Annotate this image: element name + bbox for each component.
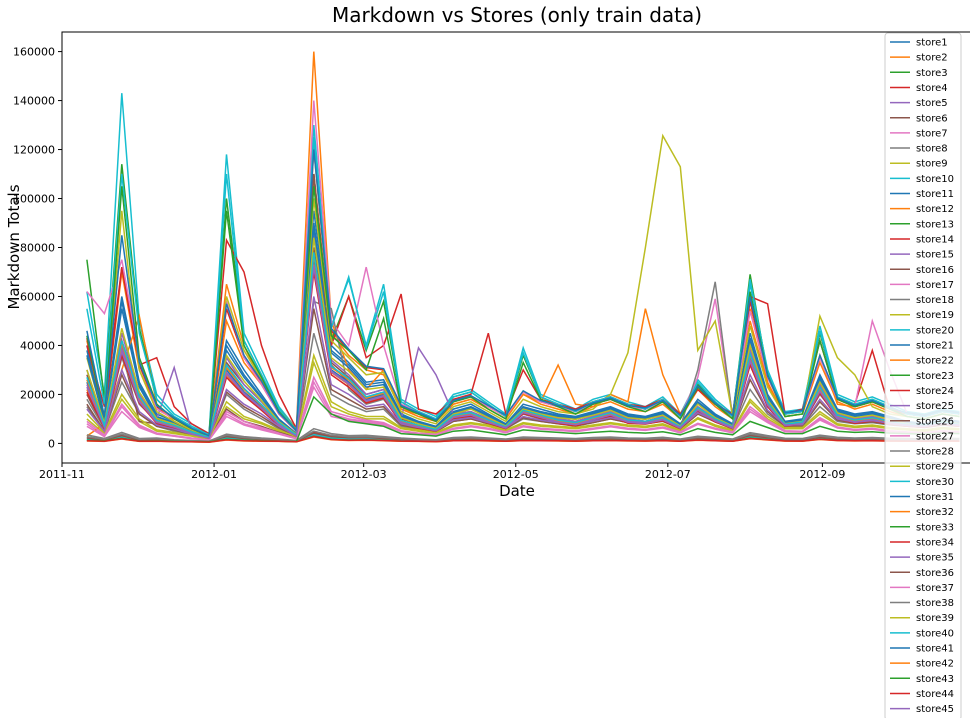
series-line-store39 (86, 237, 960, 438)
legend-entry-store14: store14 (916, 234, 954, 245)
y-tick-label: 160000 (13, 46, 55, 59)
legend-entry-store8: store8 (916, 144, 948, 155)
legend-entry-store39: store39 (916, 613, 954, 624)
legend-entry-store33: store33 (916, 522, 954, 533)
legend-entry-store44: store44 (916, 689, 954, 700)
legend-entry-store9: store9 (916, 159, 948, 170)
y-tick-label: 100000 (13, 193, 55, 206)
series-line-store45 (86, 296, 960, 440)
plot-lines (86, 51, 960, 443)
y-tick-label: 140000 (13, 95, 55, 108)
legend-entry-store12: store12 (916, 204, 954, 215)
legend-entry-store19: store19 (916, 310, 954, 321)
x-axis: 2011-11 2012-01 2012-03 2012-05 2012-07 2012-… (39, 463, 845, 481)
legend-entry-store29: store29 (916, 462, 954, 473)
legend-entry-store16: store16 (916, 265, 954, 276)
series-line-store20 (86, 137, 960, 436)
x-axis-label: Date (499, 482, 535, 500)
legend-entry-store45: store45 (916, 704, 954, 715)
legend-entry-store21: store21 (916, 341, 954, 352)
legend-entry-store25: store25 (916, 401, 954, 412)
x-tick-label: 2012-01 (191, 468, 237, 481)
legend-entry-store6: store6 (916, 113, 948, 124)
legend-entry-store18: store18 (916, 295, 954, 306)
series-line-store44 (86, 435, 960, 443)
x-tick-label: 2011-11 (39, 468, 85, 481)
legend-entry-store5: store5 (916, 98, 948, 109)
y-axis-label: Markdown Totals (5, 184, 23, 309)
legend-entry-store26: store26 (916, 416, 954, 427)
series-line-store27 (86, 375, 960, 441)
legend-entry-store42: store42 (916, 659, 954, 670)
legend-entry-store34: store34 (916, 537, 954, 548)
series-line-store36 (86, 432, 960, 443)
series-line-store28 (86, 427, 960, 442)
series-line-store9 (86, 360, 960, 440)
y-tick-label: 60000 (20, 290, 55, 303)
legend-entry-store7: store7 (916, 128, 948, 139)
x-tick-label: 2012-09 (799, 468, 845, 481)
series-line-store8 (86, 332, 960, 440)
legend-entry-store2: store2 (916, 53, 948, 64)
y-axis: 0 20000 40000 60000 80000 100000 120000 140000 1… (13, 46, 62, 450)
series-line-store23 (86, 186, 960, 438)
series-line-store35 (86, 266, 960, 439)
legend-entry-store43: store43 (916, 674, 954, 685)
legend-entry-store32: store32 (916, 507, 954, 518)
legend-entry-store11: store11 (916, 189, 954, 200)
legend-entry-store28: store28 (916, 447, 954, 458)
legend-entry-store37: store37 (916, 583, 954, 594)
legend-entry-store17: store17 (916, 280, 954, 291)
series-line-store10 (86, 93, 960, 435)
legend-box (884, 32, 962, 718)
x-tick-label: 2012-03 (341, 468, 387, 481)
legend-entry-store3: store3 (916, 68, 948, 79)
legend-entry-store10: store10 (916, 174, 954, 185)
y-tick-label: 80000 (20, 242, 55, 255)
legend-entry-store30: store30 (916, 477, 954, 488)
chart-title: Markdown vs Stores (only train data) (332, 3, 702, 27)
legend: store1 store2 store3 store4 store5 store6 stor… (884, 32, 962, 718)
legend-entry-store35: store35 (916, 553, 954, 564)
x-tick-label: 2012-07 (645, 468, 691, 481)
legend-entry-store38: store38 (916, 598, 954, 609)
legend-entry-store27: store27 (916, 431, 954, 442)
legend-entry-store41: store41 (916, 644, 954, 655)
legend-entry-store24: store24 (916, 386, 954, 397)
legend-entry-store4: store4 (916, 83, 948, 94)
series-line-store40 (86, 252, 960, 439)
series-line-store41 (86, 149, 960, 437)
y-tick-label: 20000 (20, 388, 55, 401)
legend-entry-store15: store15 (916, 250, 954, 261)
legend-entry-store20: store20 (916, 325, 954, 336)
legend-entry-store22: store22 (916, 356, 954, 367)
legend-entry-store31: store31 (916, 492, 954, 503)
series-line-store26 (86, 308, 960, 440)
series-line-store29 (86, 352, 960, 440)
series-line-store38 (86, 430, 960, 442)
y-tick-label: 0 (48, 437, 55, 450)
legend-entry-store36: store36 (916, 568, 954, 579)
series-line-store19 (86, 133, 960, 438)
legend-entry-store1: store1 (916, 38, 948, 49)
y-tick-label: 40000 (20, 339, 55, 352)
x-tick-label: 2012-05 (493, 468, 539, 481)
legend-entry-store23: store23 (916, 371, 954, 382)
series-line-store1 (86, 210, 960, 438)
y-tick-label: 120000 (13, 144, 55, 157)
legend-entry-store13: store13 (916, 219, 954, 230)
series-line-store37 (86, 385, 960, 441)
plot-area-frame (61, 31, 970, 464)
legend-entry-store40: store40 (916, 628, 954, 639)
